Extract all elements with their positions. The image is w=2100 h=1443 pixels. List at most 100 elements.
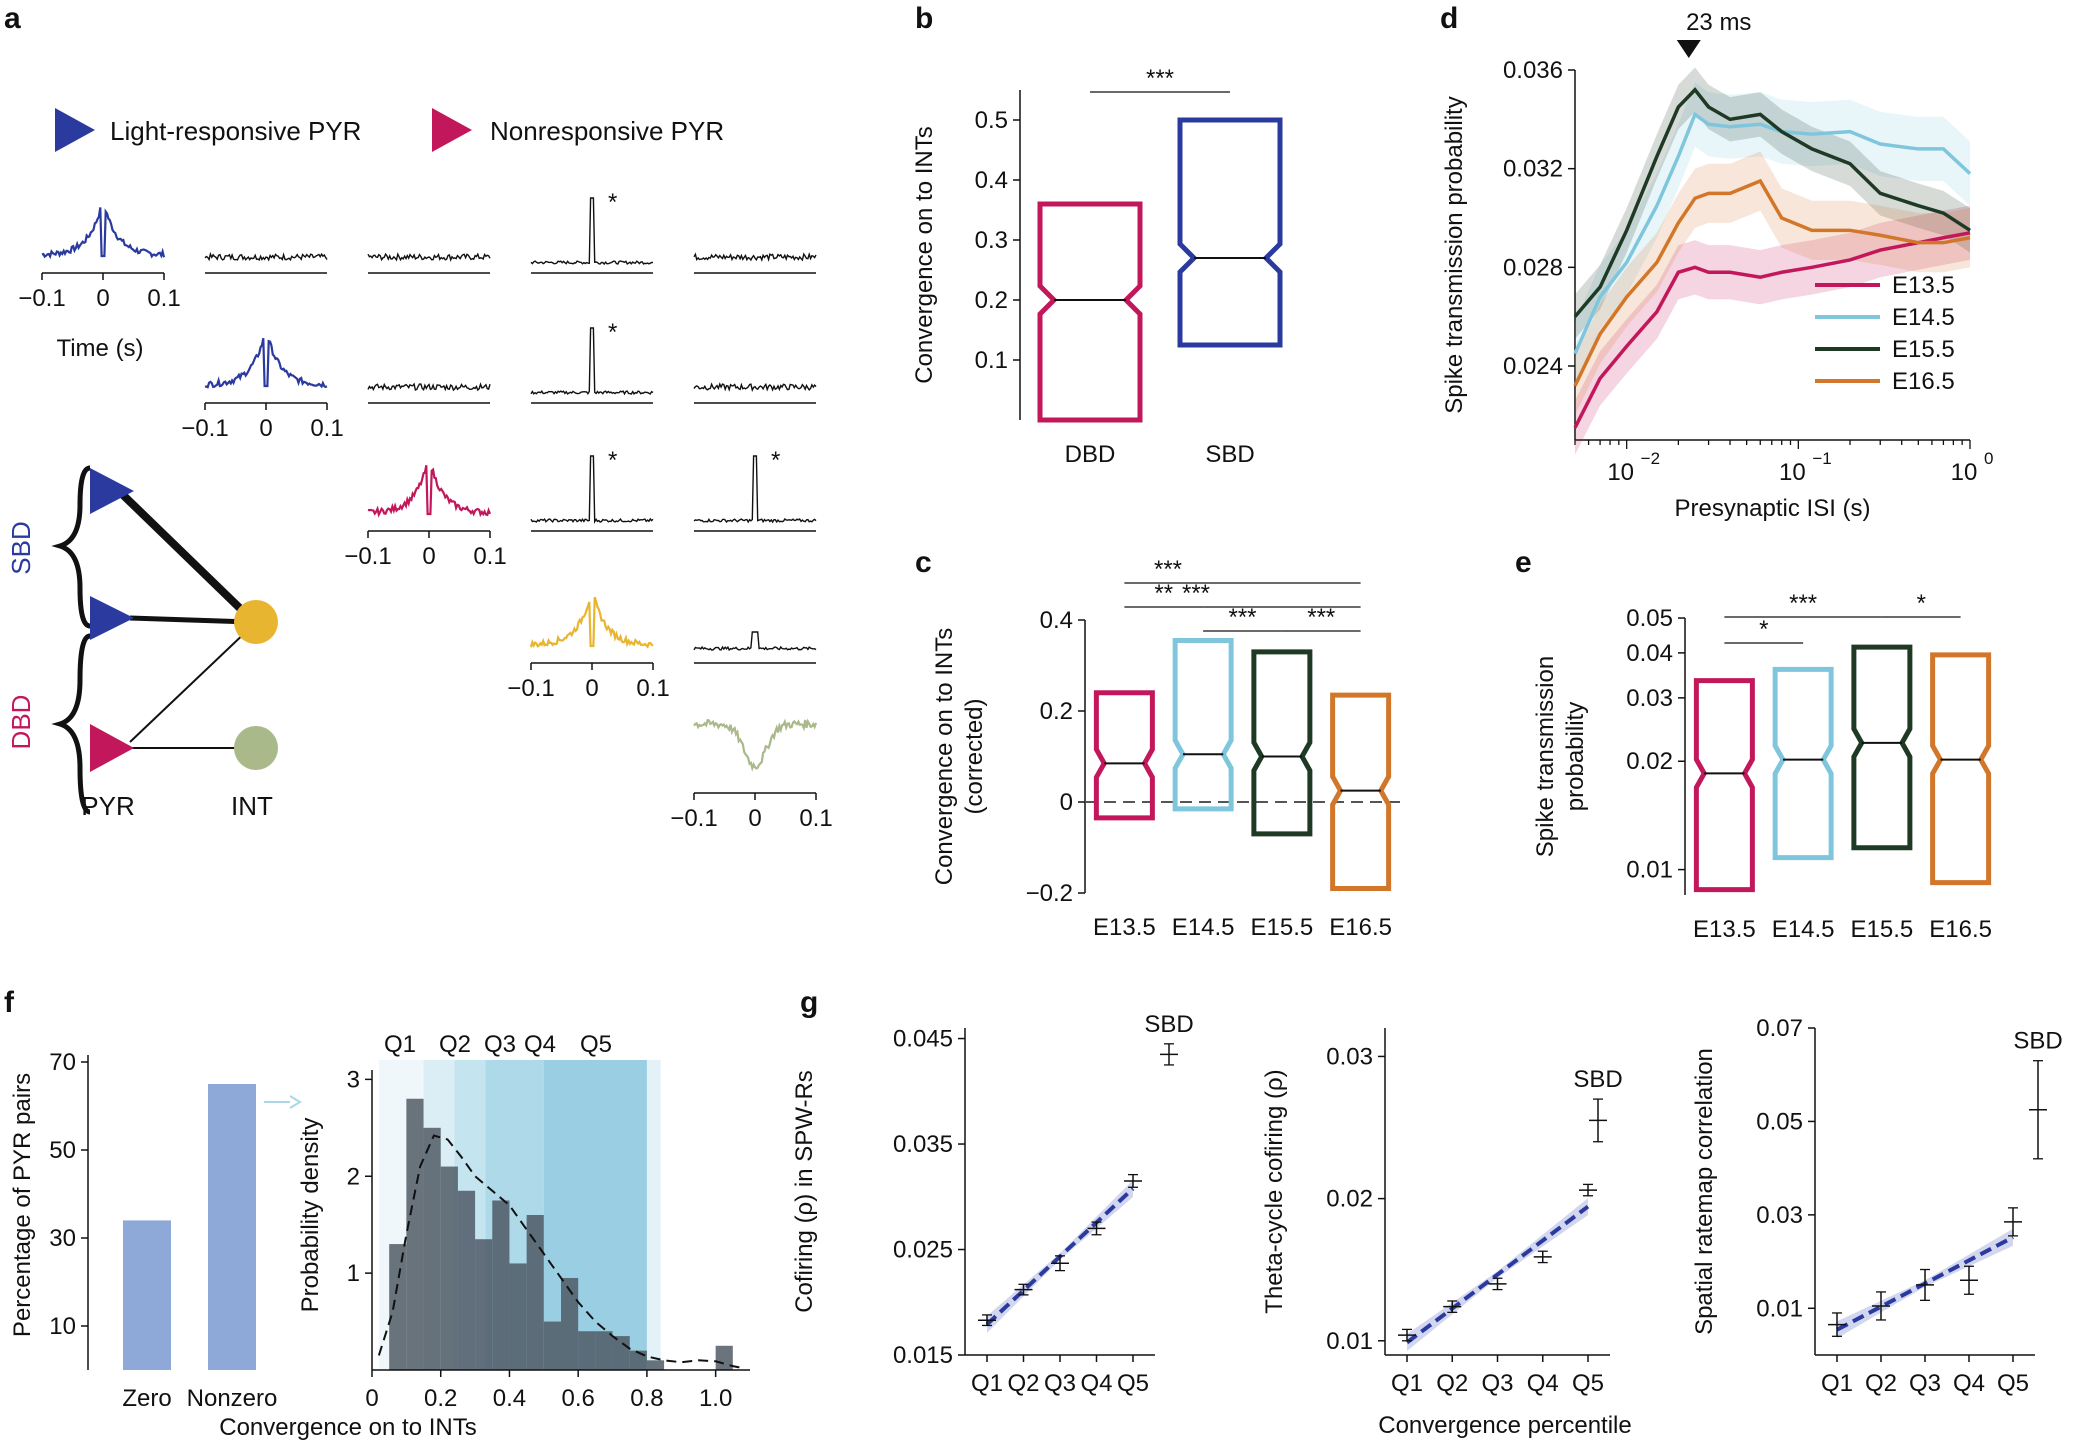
sbd-brace [51,465,91,629]
x-tick-label-Q5: Q5 [1997,1370,2029,1397]
y-tick-label: 0.2 [975,287,1008,314]
histogram-bin [526,1215,544,1370]
x-axis-label: Convergence percentile [1378,1412,1632,1439]
dbd-label: DBD [6,695,36,750]
correlogram-trace [693,718,818,772]
histogram-bin [715,1345,733,1370]
strong-connection [117,489,253,621]
density-curve [377,1134,744,1370]
correlogram-trace [367,252,491,262]
y-tick-label: 0.05 [1756,1108,1803,1135]
histogram-bin [578,1331,596,1370]
y-tick-label: 0.024 [1503,353,1563,380]
category-label-Zero: Zero [122,1385,171,1412]
panel-label-d: d [1440,2,1458,35]
histogram-bin [423,1127,441,1370]
y-tick-label: 0.01 [1626,857,1673,884]
category-label-Nonzero: Nonzero [187,1385,278,1412]
x-tick-label-Q5: Q5 [1572,1370,1604,1397]
tick-label: 0 [96,285,109,312]
y-tick-label: 0.07 [1756,1015,1803,1042]
x-tick-label: 0.8 [630,1385,663,1412]
correlogram-grid: * * * * −0.1 0 0.1 −0.1 0 0.1 −0.1 0 0.1 −0.1 0 0.1 −0.1… [18,189,832,832]
box-SBD [1177,117,1283,348]
category-label-E16.5: E16.5 [1929,916,1992,943]
confidence-band-E16.5 [1575,151,1970,416]
x-tick-label-Q3: Q3 [1481,1370,1513,1397]
series-line-E13.5 [1573,231,1971,429]
y-tick-label: 0.03 [1756,1202,1803,1229]
box-E16.5 [1930,652,1992,886]
x-tick-label: 10 [1779,459,1806,486]
y-tick-label: 0.025 [893,1237,953,1264]
category-label-E16.5: E16.5 [1329,914,1392,941]
x-tick-label-Q1: Q1 [1821,1370,1853,1397]
series-line-E16.5 [1573,178,1971,387]
panel-c: −0.2 0 0.2 0.4 Convergence on to INTs (correc… [931,556,1400,941]
y-tick-label: 0.3 [975,227,1008,254]
x-tick-label-Q2: Q2 [1436,1370,1468,1397]
y-axis-label: Theta-cycle cofiring (ρ) [1261,1069,1288,1313]
significance-star: * [608,447,617,474]
y-tick-label: 0.01 [1756,1295,1803,1322]
x-tick-label: 0 [365,1385,378,1412]
tick-label: −0.1 [18,285,65,312]
x-tick-label-Q4: Q4 [1080,1370,1112,1397]
pyr-label: PYR [81,791,134,821]
pointer-arrow-head-icon [289,1095,302,1109]
y-tick-label: 0.4 [975,167,1008,194]
significance-label: *** [1146,65,1174,92]
tick-label: 0 [259,415,272,442]
quintile-label-Q3: Q3 [484,1031,516,1058]
significance-label: *** [1789,590,1817,617]
histogram-bin [406,1098,424,1370]
y-tick-label: 0.01 [1326,1328,1373,1355]
box-E14.5 [1172,637,1234,812]
x-tick-label: 10 [1607,459,1634,486]
histogram-bin [492,1200,510,1370]
y-tick-label: 0.2 [1040,698,1073,725]
pyr-triangle-icon [90,468,134,514]
category-label-E13.5: E13.5 [1693,916,1756,943]
category-label-E13.5: E13.5 [1093,914,1156,941]
histogram-bin [646,1360,665,1370]
y-axis-label: Spike transmission probability [1441,96,1468,413]
tick-label: −0.1 [670,805,717,832]
significance-label: ** [1154,580,1173,607]
x-tick-label-Q2: Q2 [1007,1370,1039,1397]
panel-label-c: c [915,546,932,579]
y-axis-label: Spike transmission [1532,656,1559,857]
panel-label-b: b [915,2,933,35]
tick-label: 0.1 [799,805,832,832]
x-tick-label: 10 [1951,459,1978,486]
box-E16.5 [1330,692,1392,891]
bar-Zero [123,1220,171,1370]
tick-label: −0.1 [344,543,391,570]
panel-label-f: f [4,986,15,1019]
y-axis-label: Cofiring (ρ) in SPW-Rs [791,1070,818,1313]
int-circle-icon [234,726,278,770]
x-tick-label-Q3: Q3 [1909,1370,1941,1397]
x-tick-label-Q1: Q1 [971,1370,1003,1397]
pyr-triangle-icon [90,724,134,772]
histogram-bin [509,1263,527,1370]
histogram-bin [595,1331,613,1370]
y-axis-label: Convergence on to INTs [931,628,958,885]
box-E14.5 [1772,666,1834,861]
tick-label: 0.1 [147,285,180,312]
y-tick-label: 0 [1060,789,1073,816]
histogram-bin [457,1190,476,1370]
light-responsive-triangle-icon [55,108,95,152]
significance-star: * [608,319,617,346]
x-tick-label: 1.0 [699,1385,732,1412]
category-label-E14.5: E14.5 [1172,914,1235,941]
tick-label: 0.1 [636,675,669,702]
y-tick-label: 0.03 [1626,685,1673,712]
y-tick-label: 2 [347,1163,360,1190]
legend-label-E16.5: E16.5 [1892,368,1955,395]
significance-label: *** [1182,580,1210,607]
tick-label: 0 [585,675,598,702]
y-tick-label: 50 [49,1137,76,1164]
